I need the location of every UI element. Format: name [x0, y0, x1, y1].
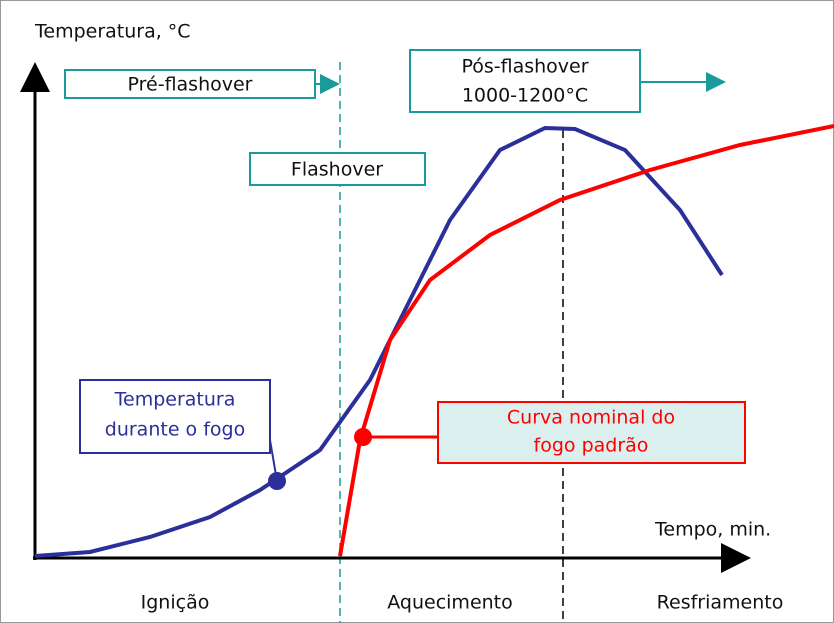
stage-label: Ignição: [141, 592, 210, 614]
pre-box: [64, 69, 316, 99]
pos-box: [409, 49, 641, 113]
pos-range: 1000-1200°C: [462, 85, 588, 107]
fire-label: durante o fogo: [105, 419, 245, 441]
x-axis-label: Tempo, min.: [654, 519, 771, 541]
pos-label: Pós-flashover: [461, 56, 588, 78]
nominal-label: Curva nominal do: [507, 407, 675, 429]
fire-dot: [268, 472, 286, 490]
nominal-box: [437, 401, 746, 464]
nominal-dot: [354, 428, 372, 446]
stage-label: Aquecimento: [387, 592, 513, 614]
nominal-label: fogo padrão: [534, 435, 649, 457]
flashover-label: Flashover: [291, 159, 383, 181]
y-axis-label: Temperatura, °C: [34, 21, 191, 43]
fire-curve: [34, 125, 724, 558]
pre-label: Pré-flashover: [128, 74, 253, 96]
stage-label: Resfriamento: [657, 592, 784, 614]
fire-box: [79, 379, 271, 454]
nominal-curve: [338, 124, 834, 557]
fire-label: Temperatura: [114, 389, 236, 411]
flashover-box: [249, 152, 426, 186]
